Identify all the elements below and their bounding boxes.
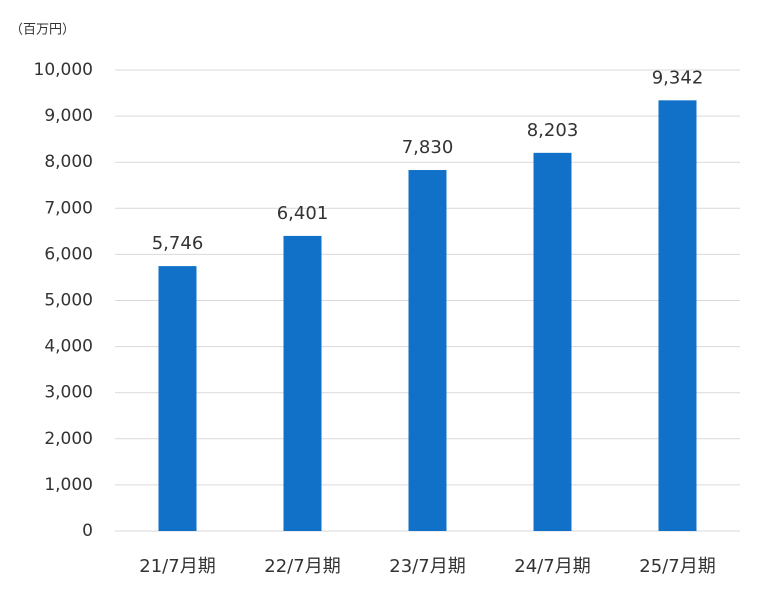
y-tick-label: 0 bbox=[82, 521, 93, 541]
y-tick-label: 2,000 bbox=[44, 429, 93, 449]
y-tick-label: 4,000 bbox=[44, 337, 93, 357]
bar bbox=[533, 152, 572, 531]
value-label: 8,203 bbox=[527, 120, 579, 141]
value-label: 6,401 bbox=[277, 203, 329, 224]
y-tick-label: 10,000 bbox=[34, 60, 93, 80]
x-tick-label: 21/7月期 bbox=[139, 556, 215, 577]
y-tick-label: 1,000 bbox=[44, 475, 93, 495]
bar bbox=[658, 100, 697, 531]
y-tick-label: 9,000 bbox=[44, 106, 93, 126]
unit-label: （百万円） bbox=[10, 23, 75, 38]
bar bbox=[408, 170, 447, 532]
value-label: 7,830 bbox=[402, 137, 454, 158]
value-label: 5,746 bbox=[152, 233, 204, 254]
value-label: 9,342 bbox=[652, 67, 704, 88]
x-tick-label: 24/7月期 bbox=[514, 556, 590, 577]
y-tick-label: 8,000 bbox=[44, 152, 93, 172]
x-tick-label: 25/7月期 bbox=[639, 556, 715, 577]
y-tick-label: 6,000 bbox=[44, 244, 93, 264]
y-tick-label: 3,000 bbox=[44, 383, 93, 403]
y-tick-label: 5,000 bbox=[44, 291, 93, 311]
y-tick-label: 7,000 bbox=[44, 198, 93, 218]
x-tick-label: 22/7月期 bbox=[264, 556, 340, 577]
bar bbox=[158, 266, 197, 531]
x-tick-label: 23/7月期 bbox=[389, 556, 465, 577]
bar bbox=[283, 235, 322, 532]
